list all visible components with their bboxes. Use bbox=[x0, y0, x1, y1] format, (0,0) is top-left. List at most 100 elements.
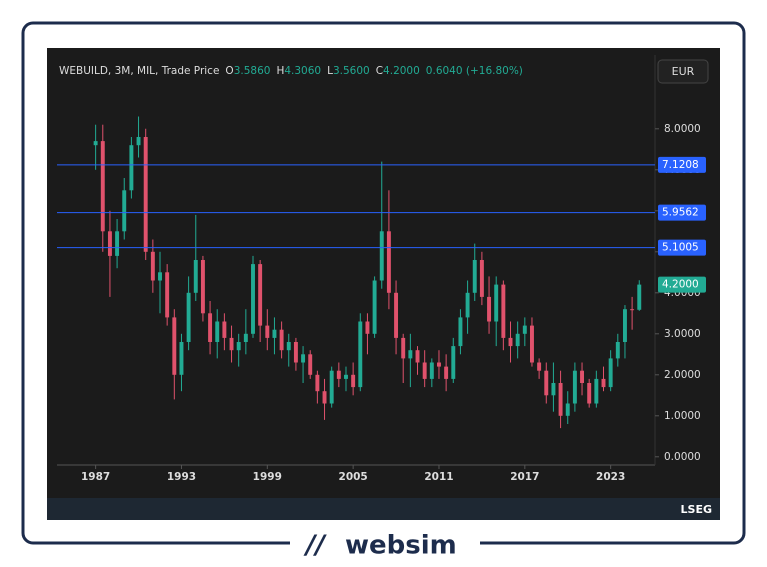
price-line-label: 7.1208 bbox=[662, 159, 699, 171]
candle-body bbox=[165, 272, 170, 318]
candle-body bbox=[251, 264, 255, 334]
candle-body bbox=[479, 260, 484, 297]
candle-body bbox=[200, 260, 205, 314]
candle-body bbox=[608, 358, 613, 388]
last-price-tag bbox=[658, 276, 706, 293]
price-line-tag bbox=[658, 156, 706, 173]
candle-body bbox=[558, 383, 563, 416]
x-tick-label: 1999 bbox=[253, 471, 282, 483]
candle-body bbox=[107, 231, 112, 256]
x-tick-label: 2023 bbox=[596, 471, 625, 483]
candle-body bbox=[129, 145, 134, 191]
candle-body bbox=[93, 141, 98, 146]
x-tick-label: 1993 bbox=[167, 471, 196, 483]
candle-body bbox=[372, 280, 377, 334]
candle-body bbox=[522, 325, 527, 334]
candle-body bbox=[279, 329, 284, 351]
candle-body bbox=[358, 321, 363, 388]
candle-body bbox=[408, 350, 413, 359]
candle-body bbox=[265, 325, 270, 338]
candle-body bbox=[565, 403, 570, 416]
candle-body bbox=[100, 141, 105, 232]
candle-body bbox=[501, 284, 506, 338]
footer-backdrop bbox=[290, 530, 480, 562]
currency-button[interactable] bbox=[657, 59, 709, 84]
y-tick-label: 0.0000 bbox=[664, 451, 701, 463]
candle-body bbox=[379, 231, 384, 281]
candle-body bbox=[122, 190, 127, 232]
candle-body bbox=[422, 362, 427, 379]
candle-body bbox=[258, 264, 263, 326]
price-line-tag bbox=[658, 204, 706, 221]
candle-body bbox=[158, 272, 162, 281]
candle-body bbox=[551, 383, 556, 396]
y-tick-label: 1.0000 bbox=[664, 410, 701, 422]
candle-body bbox=[494, 284, 499, 322]
candle-body bbox=[615, 342, 620, 359]
candle-body bbox=[465, 292, 470, 318]
ohlc-value: 3.5600 bbox=[333, 65, 370, 77]
candle-body bbox=[515, 333, 520, 347]
candle-body bbox=[529, 325, 534, 363]
candle-body bbox=[444, 366, 449, 379]
chart-panel bbox=[47, 48, 720, 520]
candle-body bbox=[286, 342, 291, 351]
candle-body bbox=[329, 370, 334, 404]
y-tick-label: 8.0000 bbox=[664, 123, 701, 135]
ohlc-label: L bbox=[327, 65, 333, 77]
y-tick-label: 2.0000 bbox=[664, 369, 701, 381]
candle-body bbox=[508, 337, 513, 347]
candle-body bbox=[301, 354, 306, 363]
x-tick-label: 2005 bbox=[339, 471, 368, 483]
candle-body bbox=[386, 231, 391, 293]
provider: LSEG bbox=[681, 503, 712, 516]
candle-body bbox=[336, 370, 341, 379]
candle-body bbox=[186, 292, 191, 342]
candle-body bbox=[208, 313, 213, 342]
candle-body bbox=[172, 317, 177, 375]
last-price-label: 4.2000 bbox=[662, 279, 699, 291]
chart-footer-bar bbox=[47, 498, 720, 520]
x-tick-label: 2011 bbox=[424, 471, 453, 483]
candle-body bbox=[136, 137, 141, 146]
candle-body bbox=[394, 292, 399, 338]
ohlc-label: H bbox=[276, 65, 284, 77]
candle-body bbox=[229, 337, 234, 351]
price-line-label: 5.1005 bbox=[662, 242, 699, 254]
x-tick-label: 1987 bbox=[81, 471, 110, 483]
candle-body bbox=[236, 342, 241, 351]
candle-body bbox=[544, 370, 549, 396]
candle-body bbox=[451, 346, 456, 379]
candle-body bbox=[580, 370, 585, 383]
candle-body bbox=[572, 370, 577, 404]
ohlc-value: 3.5860 bbox=[234, 65, 271, 77]
currency[interactable]: EUR bbox=[672, 65, 695, 78]
ohlc-value: 4.3060 bbox=[284, 65, 321, 77]
candle-body bbox=[458, 317, 463, 347]
candle-body bbox=[115, 231, 120, 256]
price-line-label: 5.9562 bbox=[662, 207, 699, 219]
candle-body bbox=[215, 321, 220, 342]
candle-body bbox=[344, 374, 348, 379]
candle-body bbox=[293, 342, 298, 363]
footer-brand: websim bbox=[345, 531, 457, 561]
candle-body bbox=[143, 137, 148, 252]
x-tick-label: 2017 bbox=[510, 471, 539, 483]
ohlc-label: O bbox=[225, 65, 233, 77]
price-line-tag bbox=[658, 239, 706, 256]
candle-body bbox=[150, 251, 155, 281]
candle-body bbox=[322, 391, 327, 404]
candle-body bbox=[179, 342, 184, 375]
candle-body bbox=[637, 284, 642, 310]
footer-logo: // bbox=[303, 531, 327, 561]
candle-body bbox=[193, 260, 198, 293]
candle-body bbox=[401, 337, 406, 359]
candle-body bbox=[437, 362, 441, 367]
candle-body bbox=[587, 383, 592, 404]
candle-body bbox=[537, 362, 542, 371]
candle-body bbox=[308, 354, 313, 375]
candle-body bbox=[315, 374, 320, 392]
candle-body bbox=[622, 309, 627, 342]
ohlc-label: C bbox=[376, 65, 383, 77]
